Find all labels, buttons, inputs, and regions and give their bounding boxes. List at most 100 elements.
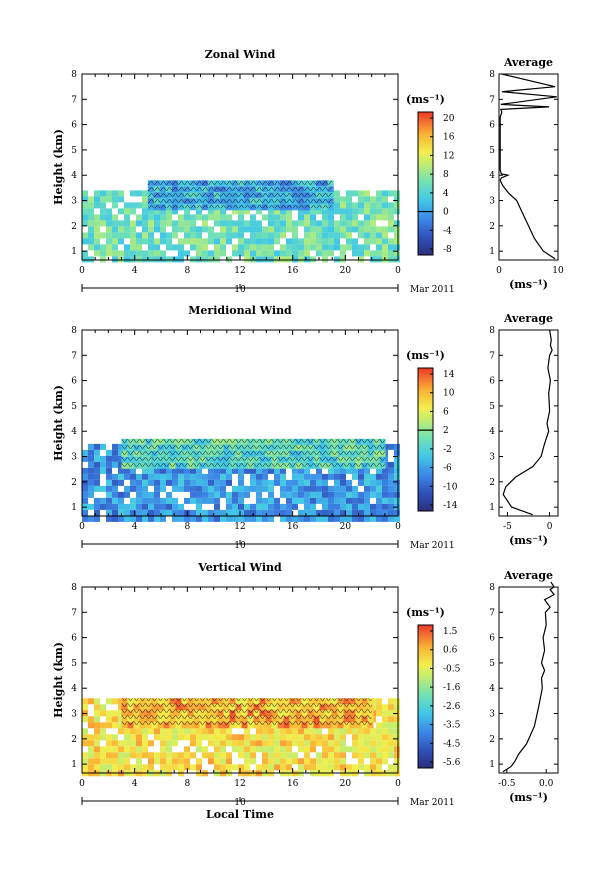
heatmap-cell [214,479,220,486]
heatmap-cell [250,226,256,233]
heatmap-cell [208,232,214,239]
heatmap-cell [244,728,250,735]
heatmap-cell [346,728,352,735]
heatmap-cell [250,250,256,257]
heatmap-cell [172,220,178,227]
heatmap-cell [172,764,178,771]
heatmap-cell [340,728,346,735]
heatmap-cell [142,503,148,510]
heatmap-cell [232,467,238,474]
heatmap-cell [394,467,400,474]
heatmap-cell [286,764,292,771]
heatmap-cell [388,473,394,480]
heatmap-cell [358,509,364,516]
heatmap-cell [250,746,256,753]
heatmap-cell [286,497,292,504]
heatmap-cell [382,491,388,498]
heatmap-cell [124,734,130,741]
heatmap-cell [358,256,364,263]
heatmap-cell [370,764,376,771]
heatmap-cell [328,220,334,227]
y-tick-label: 2 [71,735,77,745]
colorbar-tick-label: 10 [443,389,455,399]
heatmap-cell [196,479,202,486]
heatmap-cell [394,758,400,765]
heatmap-cell [358,196,364,203]
heatmap-cell [82,473,88,480]
heatmap-cell [370,220,376,227]
heatmap-cell [100,220,106,227]
heatmap-cell [268,491,274,498]
heatmap-cell [178,250,184,257]
heatmap-cell [106,220,112,227]
heatmap-cell [346,467,352,474]
heatmap-cell [376,764,382,771]
heatmap-cell [382,740,388,747]
heatmap-cell [328,734,334,741]
heatmap-cell [334,734,340,741]
heatmap-cell [328,746,334,753]
heatmap-cell [160,214,166,221]
heatmap-cell [238,746,244,753]
heatmap-cell [316,467,322,474]
heatmap-cell [142,752,148,759]
heatmap-cell [346,509,352,516]
heatmap-cell [220,752,226,759]
heatmap-cell [118,740,124,747]
heatmap-cell [220,208,226,215]
heatmap-cell [178,238,184,245]
heatmap-cell [328,250,334,257]
heatmap-cell [172,244,178,251]
heatmap-cell [136,503,142,510]
date-tick-label: 10 [234,285,246,295]
heatmap-cell [328,764,334,771]
heatmap-cell [334,764,340,771]
heatmap-cell [178,758,184,765]
heatmap-cell [382,728,388,735]
heatmap-cell [376,722,382,729]
heatmap-cell [190,764,196,771]
heatmap-cell [394,461,400,468]
heatmap-cell [232,503,238,510]
heatmap-cell [118,250,124,257]
heatmap-cell [184,467,190,474]
heatmap-cell [196,497,202,504]
heatmap-cell [202,728,208,735]
heatmap-cell [94,752,100,759]
heatmap-cell [136,220,142,227]
heatmap-cell [388,497,394,504]
heatmap-cell [118,716,124,723]
heatmap-cell [82,485,88,492]
heatmap-cell [394,728,400,735]
heatmap-cell [124,503,130,510]
heatmap-cell [142,238,148,245]
heatmap-cell [190,232,196,239]
heatmap-cell [214,250,220,257]
heatmap-cell [232,497,238,504]
heatmap-cell [94,746,100,753]
heatmap-cell [274,250,280,257]
colorbar-tick-label: -1.6 [443,683,461,693]
x-tick-label: 4 [132,266,138,276]
date-tick-label: 10 [234,798,246,808]
heatmap-cell [88,746,94,753]
heatmap-cell [118,196,124,203]
heatmap-cell [94,196,100,203]
heatmap-cell [274,208,280,215]
colorbar [417,367,434,512]
heatmap-cell [388,220,394,227]
heatmap-cell [166,497,172,504]
heatmap-cell [382,208,388,215]
heatmap-cell [184,752,190,759]
heatmap-cell [328,232,334,239]
heatmap-cell [118,473,124,480]
heatmap-cell [244,485,250,492]
heatmap-cell [268,220,274,227]
heatmap-cell [382,202,388,209]
heatmap-cell [106,503,112,510]
heatmap-cell [142,746,148,753]
profile-frame [498,586,559,774]
heatmap-cell [220,244,226,251]
heatmap-cell [328,467,334,474]
x-tick-label: 0 [395,522,401,532]
